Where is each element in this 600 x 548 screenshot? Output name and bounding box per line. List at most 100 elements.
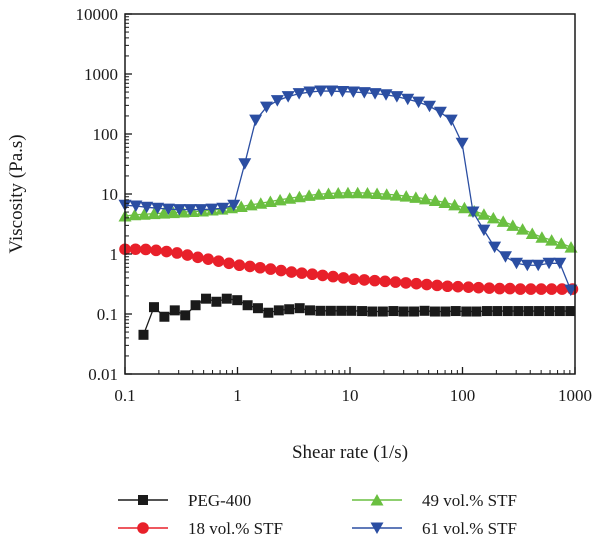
data-point [285, 266, 298, 278]
y-tick-label: 100 [93, 125, 119, 144]
data-point [531, 259, 545, 272]
data-point [232, 295, 243, 306]
data-point [273, 193, 287, 206]
data-point [281, 91, 295, 103]
data-point [380, 188, 394, 200]
data-point [441, 280, 454, 293]
series-18-vol-stf [119, 243, 579, 295]
data-point [316, 269, 329, 282]
data-point [180, 310, 191, 321]
data-point [471, 306, 482, 317]
data-point [452, 280, 464, 293]
data-point [205, 203, 219, 216]
data-point [336, 86, 350, 98]
data-point [302, 189, 316, 201]
data-point [358, 274, 371, 286]
data-point [341, 186, 355, 199]
legend-item-49-vol-stf: 49 vol.% STF [352, 491, 517, 510]
data-point [296, 267, 308, 279]
data-point [545, 234, 559, 246]
data-point [390, 91, 404, 103]
data-point [325, 305, 336, 316]
data-point [294, 303, 305, 314]
plot-area: 0.1 1 10 100 1000 0.01 0.1 1 10 100 1000 10000 [76, 5, 593, 405]
data-point [486, 211, 500, 224]
data-point [140, 201, 154, 214]
data-point [147, 207, 161, 220]
data-point [455, 137, 469, 150]
data-point [493, 282, 506, 295]
data-point [420, 278, 433, 291]
data-point [273, 305, 284, 316]
data-point [128, 208, 142, 221]
data-point [466, 206, 480, 219]
data-point [357, 87, 371, 99]
data-point [194, 204, 208, 216]
x-tick-label: 1000 [558, 386, 592, 405]
data-point [331, 186, 345, 199]
y-tick-label: 1 [110, 245, 119, 264]
data-point [483, 282, 496, 294]
data-point [496, 215, 510, 227]
data-point [270, 95, 284, 107]
data-point [129, 200, 143, 213]
data-point [212, 255, 225, 267]
y-tick-label: 0.1 [97, 305, 118, 324]
data-point [504, 282, 516, 295]
data-point [514, 283, 527, 295]
series-61-vol-stf [118, 85, 578, 297]
x-tick-label: 10 [342, 386, 359, 405]
data-point [137, 208, 151, 220]
legend-item-18-vol-stf: 18 vol.% STF [118, 519, 283, 538]
data-point [254, 261, 266, 274]
data-point [444, 114, 458, 127]
data-point [523, 306, 534, 317]
data-point [249, 114, 263, 127]
data-point [554, 237, 568, 249]
x-tick-label: 0.1 [114, 386, 135, 405]
data-point [211, 296, 222, 307]
legend-label: 18 vol.% STF [188, 519, 283, 538]
data-point [304, 305, 315, 316]
legend: PEG-400 18 vol.% STF 49 vol.% STF 61 vol.% … [118, 491, 517, 538]
data-point [216, 202, 230, 215]
data-point [284, 304, 295, 315]
data-point [399, 190, 413, 202]
data-point [438, 196, 452, 209]
data-point [242, 300, 253, 311]
data-point [440, 306, 451, 317]
y-tick-label: 10 [101, 185, 118, 204]
data-point [161, 203, 175, 216]
data-point [303, 86, 317, 99]
data-point [564, 284, 578, 297]
data-point [139, 243, 152, 256]
data-point [492, 306, 503, 317]
data-point [148, 302, 159, 313]
data-point [234, 200, 248, 212]
legend-swatch-marker [370, 522, 384, 534]
data-point [498, 251, 512, 263]
data-point [388, 306, 399, 317]
data-point [292, 190, 306, 203]
x-tick-label: 1 [233, 386, 242, 405]
data-point [535, 231, 549, 243]
data-point [169, 305, 180, 316]
data-point [159, 311, 170, 322]
data-point [409, 191, 423, 203]
data-point [534, 306, 545, 317]
data-point [510, 257, 524, 270]
data-point [525, 283, 537, 295]
data-point [151, 202, 165, 215]
data-point [462, 281, 475, 293]
data-point [379, 89, 393, 101]
data-point [461, 306, 472, 317]
legend-swatch-marker [137, 522, 149, 534]
data-point [481, 306, 492, 317]
y-tick-label: 1000 [84, 65, 118, 84]
data-point [190, 300, 201, 311]
data-point [516, 223, 530, 235]
data-point [450, 306, 461, 317]
data-point [400, 277, 412, 289]
data-point [419, 305, 430, 316]
